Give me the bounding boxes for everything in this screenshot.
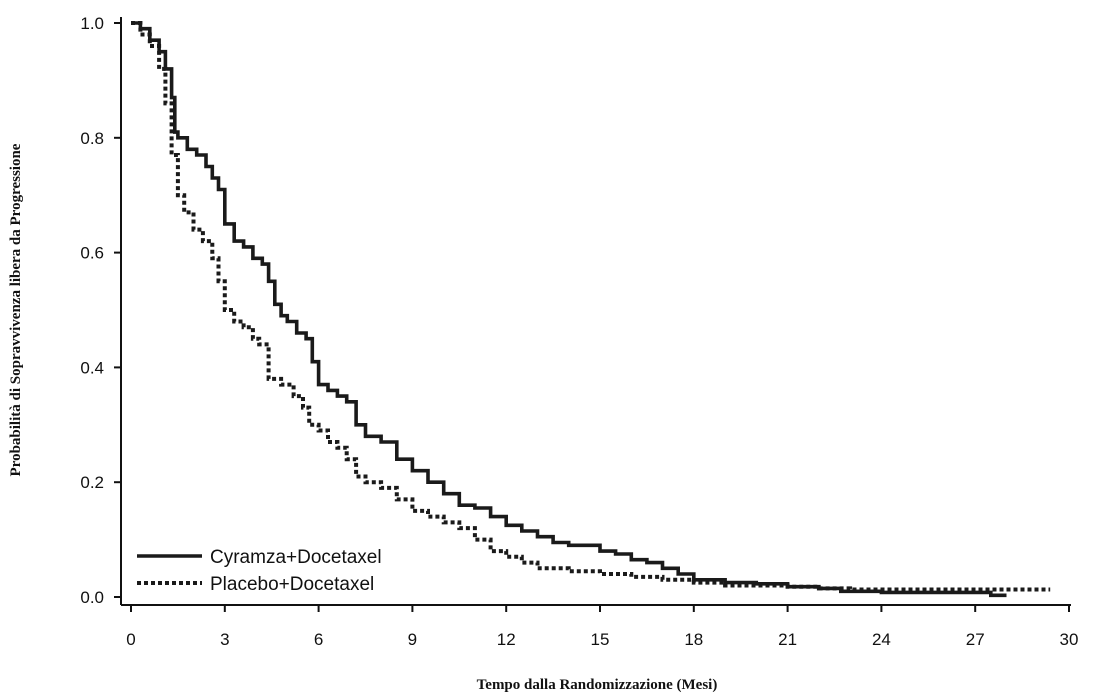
x-tick-label: 0: [126, 630, 135, 649]
y-tick-label: 0.6: [80, 244, 104, 263]
x-axis-title: Tempo dalla Randomizzazione (Mesi): [477, 677, 718, 693]
plot-area: [131, 21, 1051, 598]
x-tick-label: 18: [684, 630, 703, 649]
x-tick-label: 30: [1060, 630, 1079, 649]
y-tick-label: 0.0: [80, 588, 104, 607]
legend-label-placebo: Placebo+Docetaxel: [210, 574, 374, 595]
x-tick-label: 21: [778, 630, 797, 649]
x-tick-label: 3: [220, 630, 229, 649]
y-axis-title: Probabilità di Sopravvivenza libera da P…: [8, 143, 24, 476]
x-tick-label: 24: [872, 630, 891, 649]
legend-label-cyramza: Cyramza+Docetaxel: [210, 547, 382, 568]
x-tick-label: 6: [314, 630, 323, 649]
legend: Cyramza+Docetaxel Placebo+Docetaxel: [137, 547, 382, 595]
y-tick-label: 0.8: [80, 129, 104, 148]
axes: 0.0 0.2 0.4 0.6 0.8 1.0 0 3 6 9 12 15 18 21 24 27 30: [80, 14, 1078, 649]
y-tick-label: 0.4: [80, 358, 104, 377]
y-tick-label: 1.0: [80, 14, 104, 33]
x-tick-label: 9: [408, 630, 417, 649]
series-line-placebo: [131, 21, 1051, 592]
x-tick-label: 27: [966, 630, 985, 649]
y-tick-label: 0.2: [80, 473, 104, 492]
x-tick-label: 12: [497, 630, 516, 649]
x-tick-label: 15: [591, 630, 610, 649]
series-line-cyramza: [131, 21, 1007, 598]
